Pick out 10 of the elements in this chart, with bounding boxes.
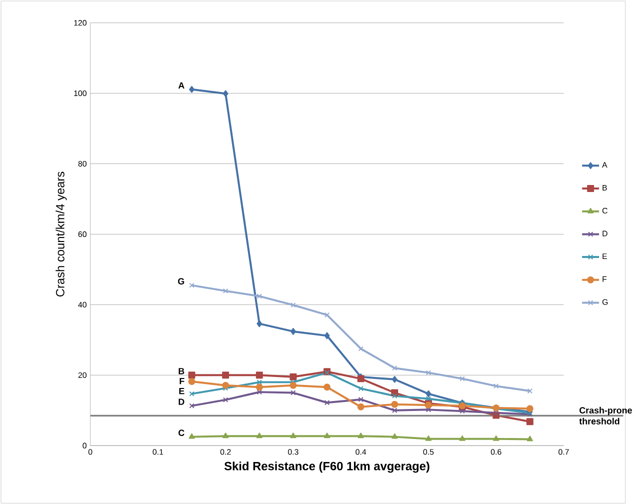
annotation: B [178,368,184,374]
annotation: A [178,82,184,88]
ref-line-label: Crash-prone threshold [579,406,632,424]
annotation: D [178,398,184,405]
annotation: F [180,378,184,384]
y-axis-title: Crash count/km/4 years [56,172,67,296]
annotation: E [179,388,184,394]
annotation: C [178,430,184,436]
x-axis-title: Skid Resistance (F60 1km avgerage) [224,461,430,473]
annotation: G [178,278,184,284]
